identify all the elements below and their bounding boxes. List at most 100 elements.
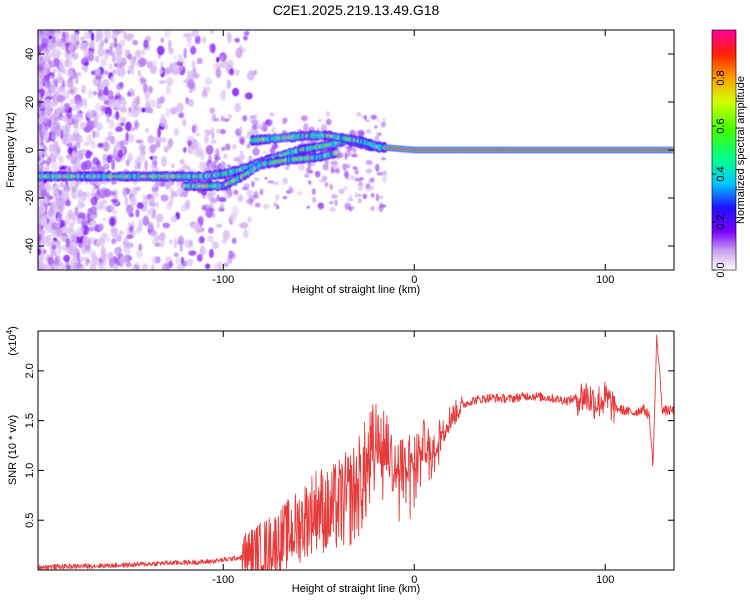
spectrogram-noise-cell (119, 255, 126, 266)
spectrogram-noise-cell (191, 60, 196, 68)
spectrogram-noise-cell (90, 32, 95, 42)
spectrogram-noise-cell (86, 151, 94, 156)
spectrogram-noise-cell (237, 194, 244, 203)
spectrogram-noise-cell (130, 56, 136, 68)
spectrogram-noise-cell (65, 238, 71, 248)
spectrogram-noise-cell (111, 159, 115, 171)
spectrogram-noise-cell (51, 72, 55, 80)
spectrogram-noise-cell (166, 77, 174, 86)
spectrogram-noise-cell (103, 48, 110, 60)
spectrogram-noise-cell (94, 55, 100, 63)
spectrogram-noise-cell (187, 99, 195, 107)
spectrogram-noise-cell (102, 153, 107, 164)
spectrogram-noise-cell (127, 256, 133, 261)
spectrogram-noise-cell (309, 162, 316, 168)
colorbar-tick-label: 0.4 (715, 166, 727, 181)
spectrogram-noise-cell (144, 160, 149, 171)
spectrogram-noise-cell (109, 135, 116, 145)
spectrogram-noise-cell (143, 39, 149, 49)
spectrogram-noise-cell (116, 48, 123, 56)
spectrogram-noise-cell (254, 145, 258, 151)
snr-y-tick-label: 1.0 (24, 463, 36, 478)
spectrogram-noise-cell (138, 243, 143, 252)
spectrogram-noise-cell (44, 199, 50, 207)
spectrogram-noise-cell (269, 147, 276, 154)
snr-frame (37, 330, 675, 571)
spectrogram-noise-cell (220, 55, 225, 62)
spectrogram-noise-cell (80, 36, 85, 42)
spectrogram-noise-cell (351, 153, 358, 158)
spectrogram-noise-cell (74, 206, 79, 212)
spectrogram-noise-cell (322, 164, 329, 169)
spectrogram-noise-cell (135, 139, 144, 144)
spectrogram-noise-cell (72, 134, 78, 141)
spectrogram-noise-cell (182, 118, 187, 127)
spectrogram-noise-cell (87, 190, 91, 200)
spectrogram-noise-cell (46, 236, 51, 247)
spectrogram-noise-cell (306, 205, 311, 209)
spectrogram-noise-cell (201, 248, 207, 255)
spectrogram-noise-cell (39, 110, 44, 115)
spectrogram-noise-cell (103, 163, 110, 171)
spectrogram-noise-cell (195, 132, 201, 137)
spectrogram-noise-cell (222, 262, 229, 267)
spectrogram-noise-cell (56, 40, 64, 48)
spectrogram-noise-cell (99, 110, 104, 117)
spectrogram-noise-cell (41, 188, 48, 200)
spectrogram-noise-cell (211, 241, 219, 250)
colorbar-frame (711, 29, 737, 271)
spectrogram-noise-cell (108, 63, 113, 71)
spectrogram-noise-cell (83, 56, 89, 63)
spectrogram-noise-cell (145, 101, 151, 108)
spectrogram-noise-cell (259, 188, 264, 196)
spectrogram-noise-cell (148, 86, 153, 94)
colorbar: 0.0 0.2 0.4 0.6 0.8 Normalized spectral ampl… (711, 29, 747, 278)
spectrogram-noise-cell (102, 204, 110, 212)
spectrogram-noise-cell (216, 194, 221, 202)
spectrogram-noise-cell (192, 222, 201, 231)
spectrogram-noise-cell (364, 118, 371, 123)
spectrogram-noise-cell (68, 156, 74, 162)
spectrogram-noise-cell (179, 159, 185, 165)
spectrogram-noise-cell (358, 198, 362, 204)
spectrogram-noise-cell (57, 245, 62, 256)
spectrogram-noise-cell (238, 222, 245, 228)
spectrogram-y-tick-label: -20 (24, 190, 36, 206)
spectrogram-noise-cell (112, 147, 119, 159)
spectrogram-noise-cell (168, 260, 173, 268)
spectrogram-noise-cell (289, 187, 294, 193)
spectrogram-noise-cell (142, 196, 148, 207)
spectrogram-noise-cell (90, 196, 98, 206)
spectrogram-noise-cell (191, 67, 197, 78)
spectrogram-noise-cell (110, 232, 116, 238)
spectrogram-noise-cell (365, 159, 373, 166)
spectrogram-noise-cell (230, 213, 237, 221)
spectrogram-noise-cell (81, 219, 88, 227)
spectrogram-noise-cell (89, 51, 94, 59)
spectrogram-noise-cell (252, 69, 258, 76)
spectrogram-noise-cell (251, 180, 255, 188)
spectrogram-noise-cell (219, 129, 226, 135)
spectrogram-noise-cell (104, 135, 109, 143)
spectrogram-noise-cell (226, 164, 232, 168)
spectrogram-noise-cell (380, 121, 386, 128)
spectrogram-noise-cell (38, 34, 45, 40)
spectrogram-noise-cell (52, 121, 61, 130)
spectrogram-noise-cell (81, 224, 90, 236)
spectrogram-noise-cell (160, 37, 165, 43)
spectrogram-noise-cell (203, 133, 209, 145)
spectrogram-noise-cell (92, 157, 99, 166)
spectrogram-noise-cell (209, 208, 215, 212)
spectrogram-noise-cell (38, 54, 44, 66)
spectrogram-noise-cell (113, 37, 118, 47)
spectrogram-noise-cell (329, 184, 333, 190)
spectrogram-noise-cell (247, 216, 252, 223)
spectrogram-noise-cell (52, 50, 59, 58)
spectrogram-noise-cell (95, 30, 103, 39)
spectrogram-noise-cell (57, 239, 61, 247)
spectrogram-noise-cell (101, 78, 110, 89)
spectrogram-noise-cell (178, 112, 185, 119)
spectrogram-noise-cell (267, 180, 275, 184)
spectrogram-noise-cell (83, 31, 91, 40)
spectrogram-noise-cell (252, 147, 260, 156)
